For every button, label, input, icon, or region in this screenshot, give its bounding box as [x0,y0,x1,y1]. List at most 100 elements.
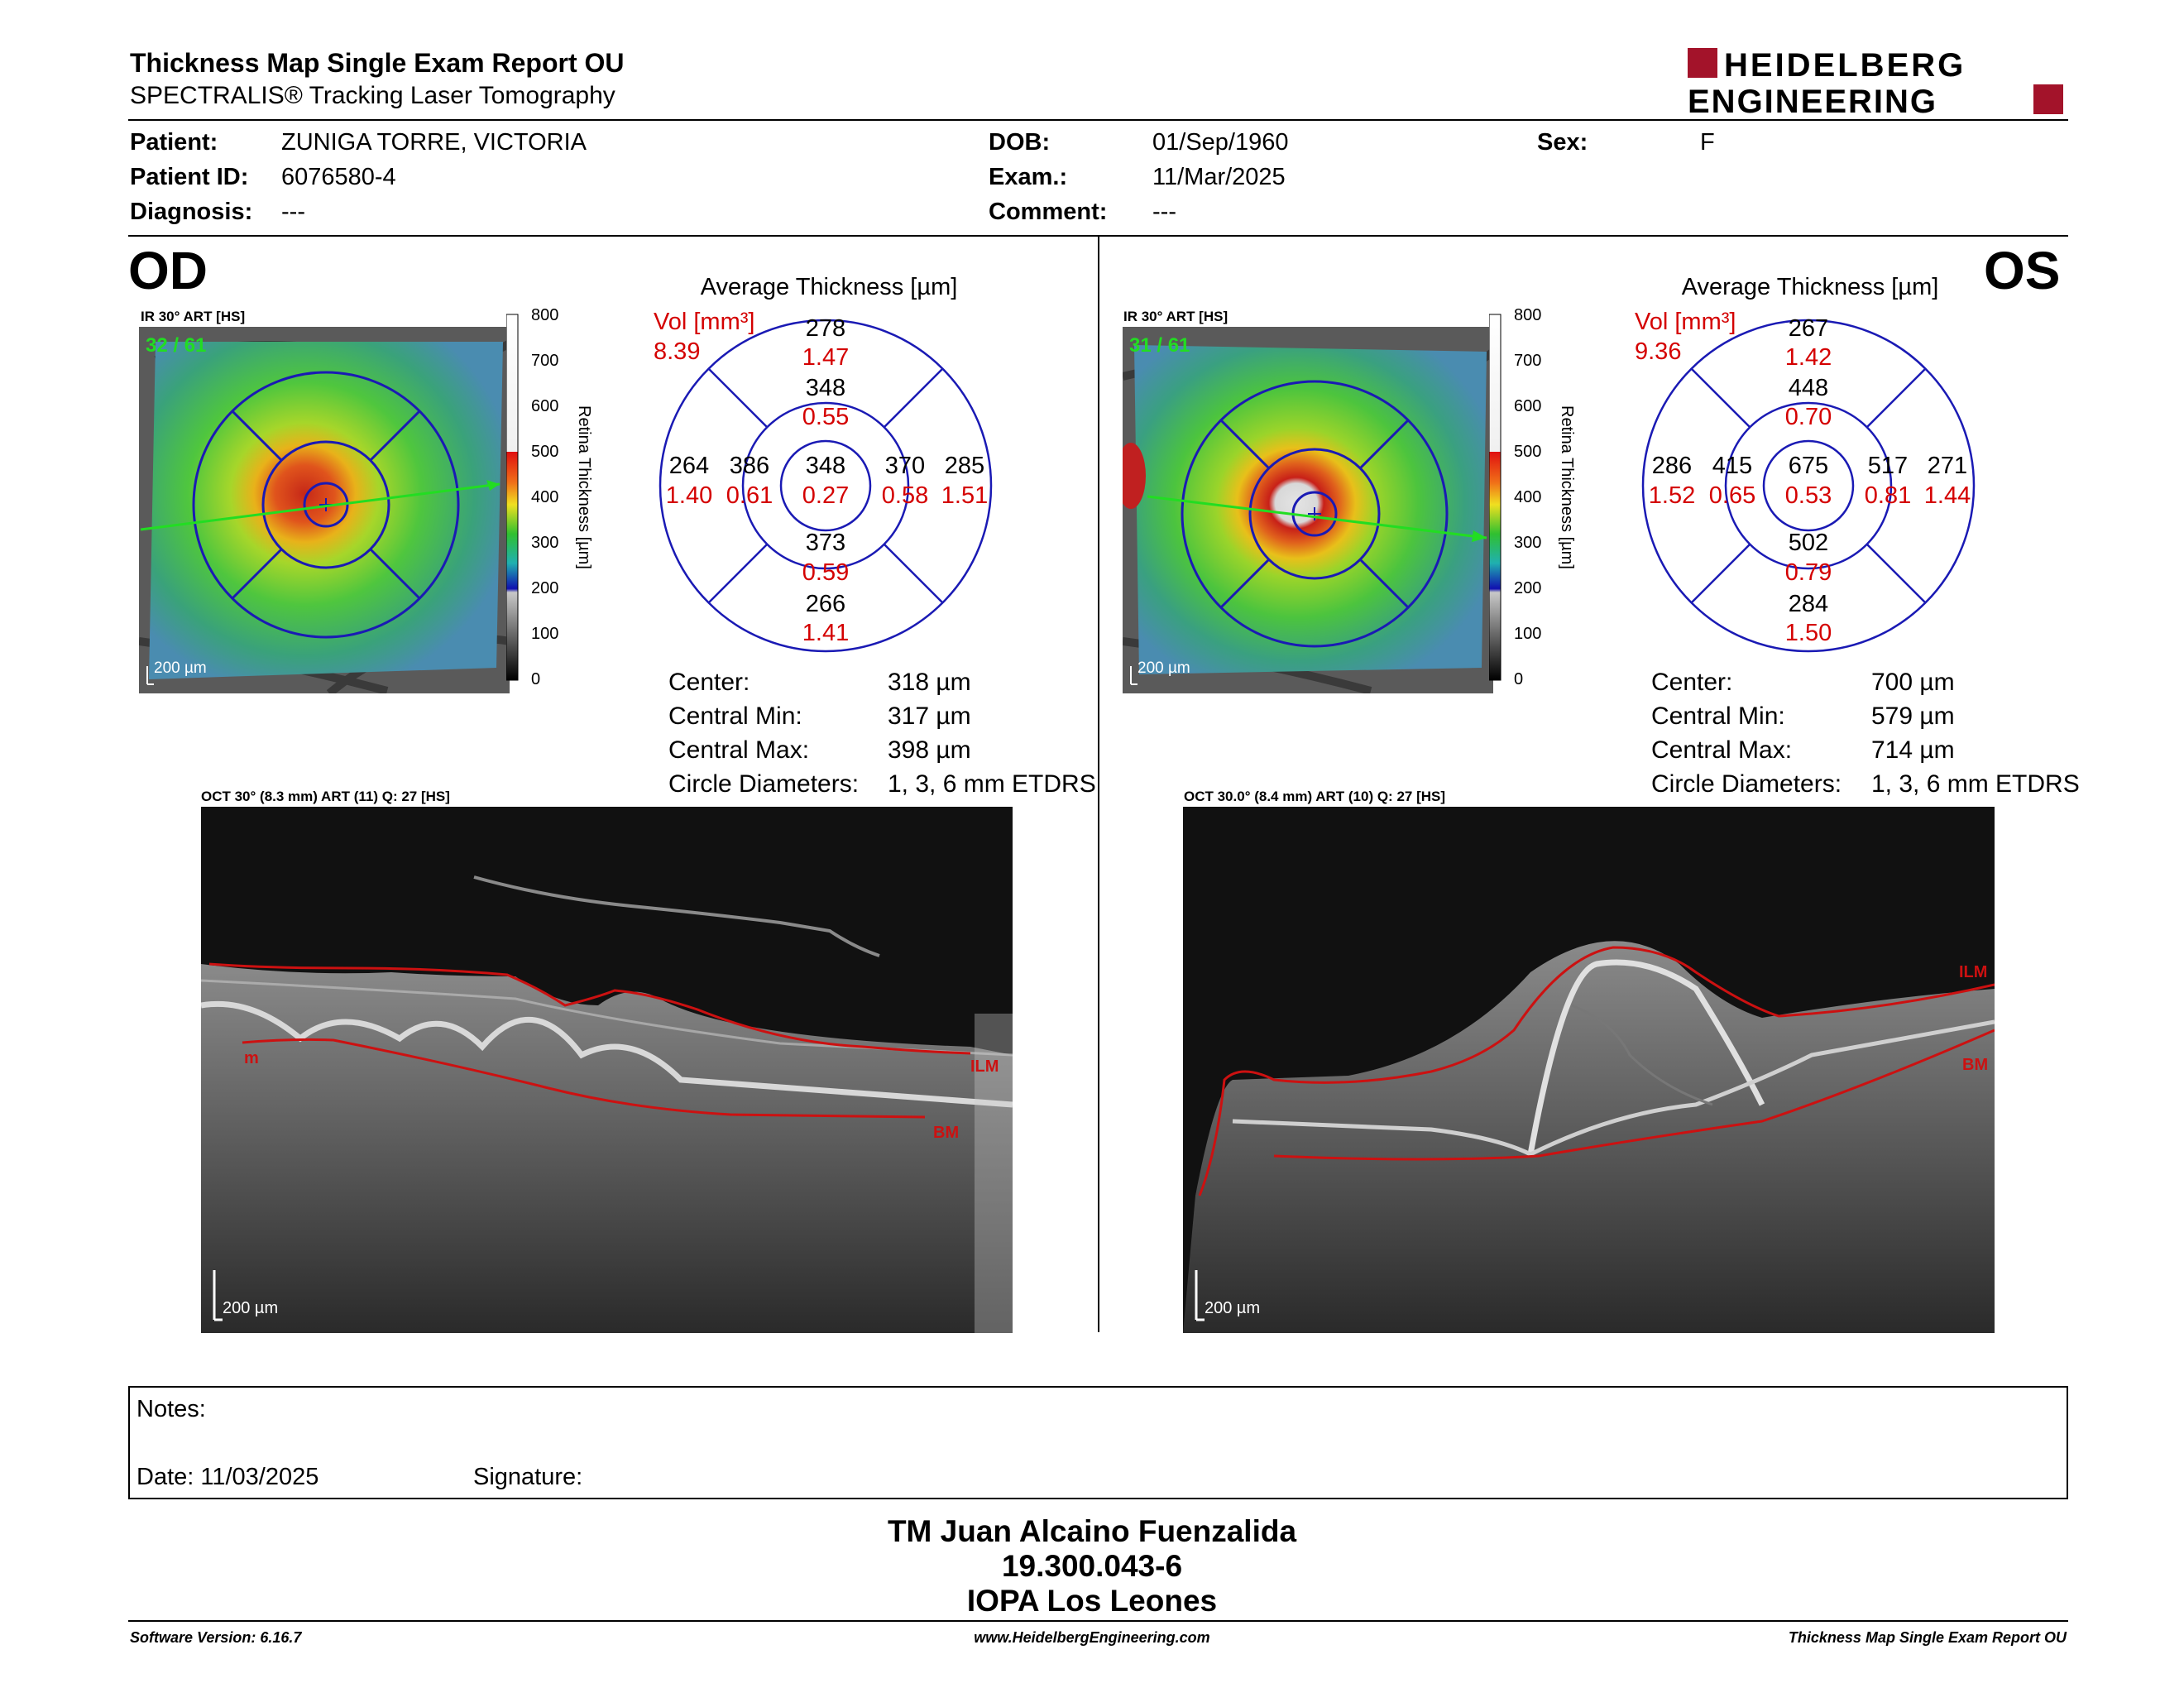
svg-text:800: 800 [1514,306,1541,324]
os-center-value: 700 µm [1871,669,1955,696]
od-ir-label: IR 30° ART [HS] [141,309,246,324]
svg-text:1.41: 1.41 [802,620,849,646]
svg-text:0.81: 0.81 [1865,482,1911,509]
od-center-label: Center: [668,669,750,696]
svg-text:1.50: 1.50 [1785,620,1832,646]
od-max-label: Central Max: [668,736,810,764]
svg-text:266: 266 [806,591,845,617]
report-title: Thickness Map Single Exam Report OU [130,48,625,78]
svg-text:517: 517 [1868,453,1908,479]
exam-date: 11/Mar/2025 [1152,164,1286,190]
os-diam-value: 1, 3, 6 mm ETDRS [1871,770,2080,798]
eye-label-od: OD [128,241,208,300]
os-oct-scale: 200 µm [1205,1299,1260,1317]
svg-text:348: 348 [806,453,845,479]
os-avg-title: Average Thickness [µm] [1682,274,1939,300]
signer-org: IOPA Los Leones [966,1584,1218,1618]
svg-text:267: 267 [1789,315,1828,342]
comment-label: Comment: [989,199,1108,225]
dob-label: DOB: [989,129,1051,156]
os-colorbar: 800 700 600 500 400 300 200 100 0 Retina… [1488,306,1580,695]
svg-text:1.51: 1.51 [941,482,988,509]
od-colorbar-title: Retina Thickness [µm] [575,405,593,569]
svg-text:502: 502 [1789,530,1828,556]
svg-text:1.52: 1.52 [1649,482,1695,509]
svg-text:200: 200 [531,579,558,597]
os-thickness-map: 31 / 61 200 µm [1116,327,1497,695]
svg-text:200: 200 [1514,579,1541,597]
software-version: Software Version: 6.16.7 [130,1629,302,1646]
svg-text:286: 286 [1652,453,1692,479]
notes-date: Date: 11/03/2025 [136,1464,319,1490]
svg-text:348: 348 [806,375,845,401]
svg-text:1.47: 1.47 [802,344,849,371]
svg-text:1.40: 1.40 [666,482,712,509]
svg-text:386: 386 [730,453,769,479]
svg-text:0.70: 0.70 [1785,404,1832,430]
svg-text:284: 284 [1789,591,1828,617]
od-oct-scale: 200 µm [223,1299,278,1317]
os-oct-label: OCT 30.0° (8.4 mm) ART (10) Q: 27 [HS] [1184,789,1446,804]
patient-id: 6076580-4 [281,164,396,190]
notes-label: Notes: [136,1396,206,1422]
od-vol-value: 8.39 [654,338,700,365]
os-bm-label: BM [1962,1056,1988,1074]
os-oct-bscan: ILM BM 200 µm [1183,807,1995,1333]
os-ir-scale: 200 µm [1138,659,1190,677]
svg-text:0: 0 [531,670,540,688]
svg-text:0.79: 0.79 [1785,559,1832,586]
dob: 01/Sep/1960 [1152,129,1289,156]
svg-text:100: 100 [531,625,558,643]
od-frame-count: 32 / 61 [146,334,206,357]
od-diam-label: Circle Diameters: [668,770,860,798]
os-min-value: 579 µm [1871,703,1955,730]
svg-text:264: 264 [669,453,709,479]
exam-label: Exam.: [989,164,1068,190]
patient-id-label: Patient ID: [130,164,249,190]
os-center-label: Center: [1651,669,1733,696]
os-colorbar-title: Retina Thickness [µm] [1558,405,1576,569]
od-bm-label: BM [933,1124,959,1142]
svg-text:1.42: 1.42 [1785,344,1832,371]
website-link[interactable]: www.HeidelbergEngineering.com [974,1629,1210,1646]
os-max-label: Central Max: [1651,736,1793,764]
footer-report-title: Thickness Map Single Exam Report OU [1788,1629,2067,1646]
svg-text:1.44: 1.44 [1924,482,1971,509]
os-ir-label: IR 30° ART [HS] [1123,309,1228,324]
svg-text:0.55: 0.55 [802,404,849,430]
patient-label: Patient: [130,129,218,156]
os-frame-count: 31 / 61 [1129,334,1190,357]
svg-text:0: 0 [1514,670,1523,688]
svg-text:0.59: 0.59 [802,559,849,586]
svg-text:415: 415 [1712,453,1752,479]
svg-text:700: 700 [1514,352,1541,370]
od-thickness-map: 32 / 61 200 µm [138,327,512,697]
svg-text:500: 500 [531,443,558,461]
od-m-label: m [244,1049,259,1067]
svg-text:370: 370 [885,453,925,479]
svg-text:400: 400 [531,488,558,506]
patient-name: ZUNIGA TORRE, VICTORIA [281,129,587,156]
od-min-value: 317 µm [888,703,971,730]
od-etdrs-grid: Average Thickness [µm] Vol [mm³] 8.39 27… [645,266,1001,655]
od-ir-scale: 200 µm [154,659,207,677]
svg-text:600: 600 [531,397,558,415]
od-avg-title: Average Thickness [µm] [701,274,958,300]
os-etdrs-grid: Average Thickness [µm] Vol [mm³] 9.36 26… [1628,266,1984,655]
diagnosis: --- [281,199,305,225]
os-ilm-label: ILM [1959,963,1987,981]
diagnosis-label: Diagnosis: [130,199,253,225]
os-min-label: Central Min: [1651,703,1785,730]
sex: F [1700,129,1715,156]
od-oct-bscan: ILM BM m 200 µm [200,807,1013,1333]
notes-box[interactable]: Notes: Date: 11/03/2025 Signature: [128,1386,2068,1499]
os-max-value: 714 µm [1871,736,1955,764]
svg-text:285: 285 [945,453,984,479]
svg-text:100: 100 [1514,625,1541,643]
od-ilm-label: ILM [970,1057,999,1076]
svg-text:0.61: 0.61 [726,482,773,509]
svg-text:278: 278 [806,315,845,342]
signer-name: TM Juan Alcaino Fuenzalida [887,1514,1297,1548]
svg-text:675: 675 [1789,453,1828,479]
logo-line1: HEIDELBERG [1724,47,1966,84]
